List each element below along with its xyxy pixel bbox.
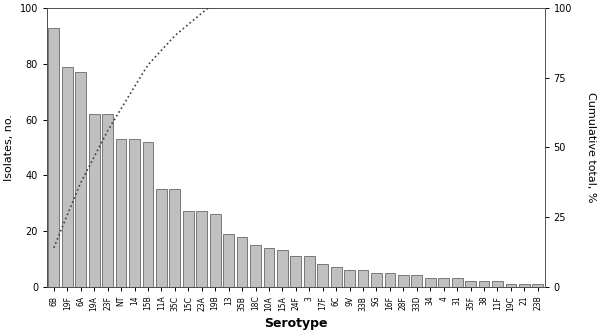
Bar — [236, 236, 247, 287]
Bar — [223, 234, 234, 287]
Bar — [116, 139, 127, 287]
Bar — [506, 284, 517, 287]
Bar — [385, 273, 395, 287]
Bar — [250, 245, 261, 287]
Bar — [331, 267, 341, 287]
Bar — [317, 264, 328, 287]
Bar — [49, 28, 59, 287]
Bar — [129, 139, 140, 287]
Bar — [102, 114, 113, 287]
Bar — [479, 281, 490, 287]
Bar — [439, 278, 449, 287]
Bar — [196, 211, 207, 287]
Bar — [412, 276, 422, 287]
Bar — [89, 114, 100, 287]
Bar — [76, 72, 86, 287]
Bar — [532, 284, 543, 287]
Bar — [210, 214, 221, 287]
Bar — [398, 276, 409, 287]
Bar — [344, 270, 355, 287]
Bar — [371, 273, 382, 287]
Bar — [263, 247, 274, 287]
Bar — [290, 256, 301, 287]
Y-axis label: Isolates, no.: Isolates, no. — [4, 114, 14, 181]
Bar — [519, 284, 530, 287]
Bar — [465, 281, 476, 287]
Bar — [277, 250, 288, 287]
Bar — [492, 281, 503, 287]
Bar — [143, 142, 154, 287]
X-axis label: Serotype: Serotype — [264, 317, 328, 330]
Bar — [183, 211, 194, 287]
Bar — [425, 278, 436, 287]
Bar — [452, 278, 463, 287]
Y-axis label: Cumulative total, %: Cumulative total, % — [586, 92, 596, 203]
Bar — [169, 189, 180, 287]
Bar — [156, 189, 167, 287]
Bar — [62, 67, 73, 287]
Bar — [358, 270, 368, 287]
Bar — [304, 256, 314, 287]
